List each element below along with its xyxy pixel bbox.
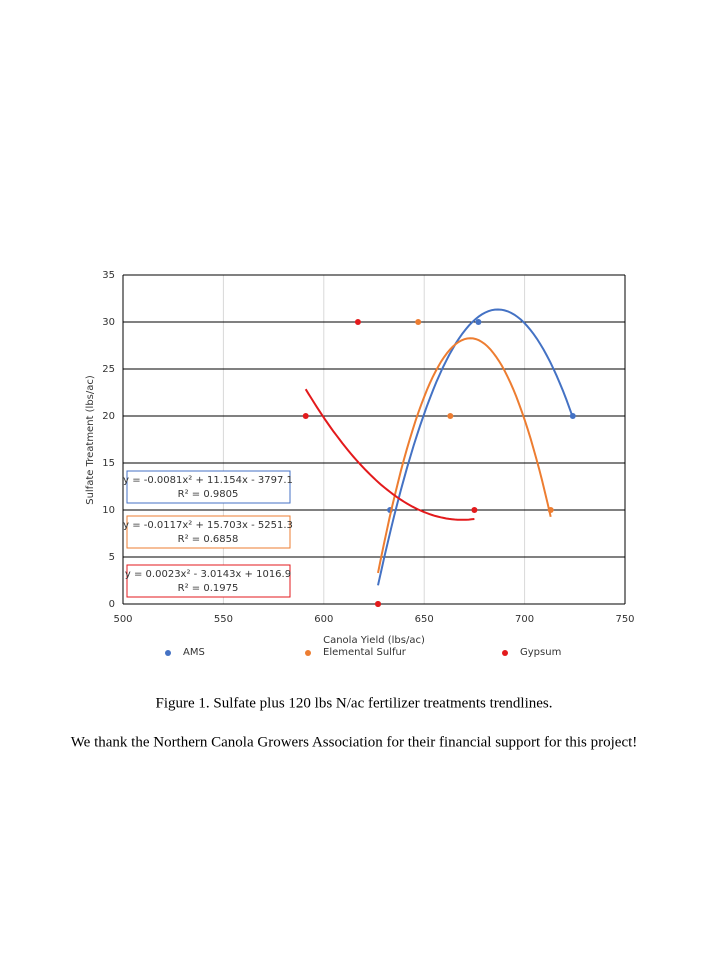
x-tick-label: 750: [615, 614, 634, 625]
y-axis-label: Sulfate Treatment (lbs/ac): [85, 375, 96, 505]
r-squared: R² = 0.9805: [178, 489, 239, 500]
legend-marker: [305, 650, 311, 656]
trendline: [377, 308, 574, 586]
y-tick-label: 25: [102, 364, 115, 375]
trendline: [304, 388, 475, 521]
trendline: [377, 337, 552, 574]
legend-label: Gypsum: [520, 647, 561, 658]
point: [447, 413, 454, 419]
equation-box: [126, 564, 291, 598]
point: [354, 319, 361, 325]
y-tick-label: 15: [102, 458, 115, 469]
point: [547, 507, 554, 513]
r-squared: R² = 0.1975: [178, 583, 239, 594]
acknowledgment: We thank the Northern Canola Growers Ass…: [71, 734, 638, 750]
y-tick-label: 20: [102, 411, 115, 422]
r-squared: R² = 0.6858: [178, 534, 239, 545]
point: [302, 413, 309, 419]
legend-label: Elemental Sulfur: [323, 647, 407, 658]
x-tick-label: 550: [214, 614, 233, 625]
point: [569, 413, 576, 419]
point: [471, 507, 478, 513]
point: [415, 319, 422, 325]
legend-marker: [502, 650, 508, 656]
x-tick-label: 650: [415, 614, 434, 625]
point: [375, 601, 382, 607]
x-axis-label: Canola Yield (lbs/ac): [323, 635, 425, 646]
legend-marker: [165, 650, 171, 656]
caption: Figure 1. Sulfate plus 120 lbs N/ac fert…: [156, 695, 553, 711]
y-tick-label: 35: [102, 270, 115, 281]
equation-box: [126, 515, 291, 549]
point: [475, 319, 482, 325]
x-tick-label: 600: [314, 614, 333, 625]
x-tick-label: 500: [113, 614, 132, 625]
equation-box: [126, 470, 291, 504]
y-tick-label: 30: [102, 317, 115, 328]
y-tick-label: 5: [109, 552, 115, 563]
trendline-equation: y = 0.0023x² - 3.0143x + 1016.9: [125, 569, 291, 580]
y-tick-label: 10: [102, 505, 115, 516]
x-tick-label: 700: [515, 614, 534, 625]
legend-label: AMS: [183, 647, 205, 658]
trendline-equation: y = -0.0117x² + 15.703x - 5251.3: [123, 520, 293, 531]
y-tick-label: 0: [109, 599, 115, 610]
trendline-equation: y = -0.0081x² + 11.154x - 3797.1: [123, 475, 293, 486]
